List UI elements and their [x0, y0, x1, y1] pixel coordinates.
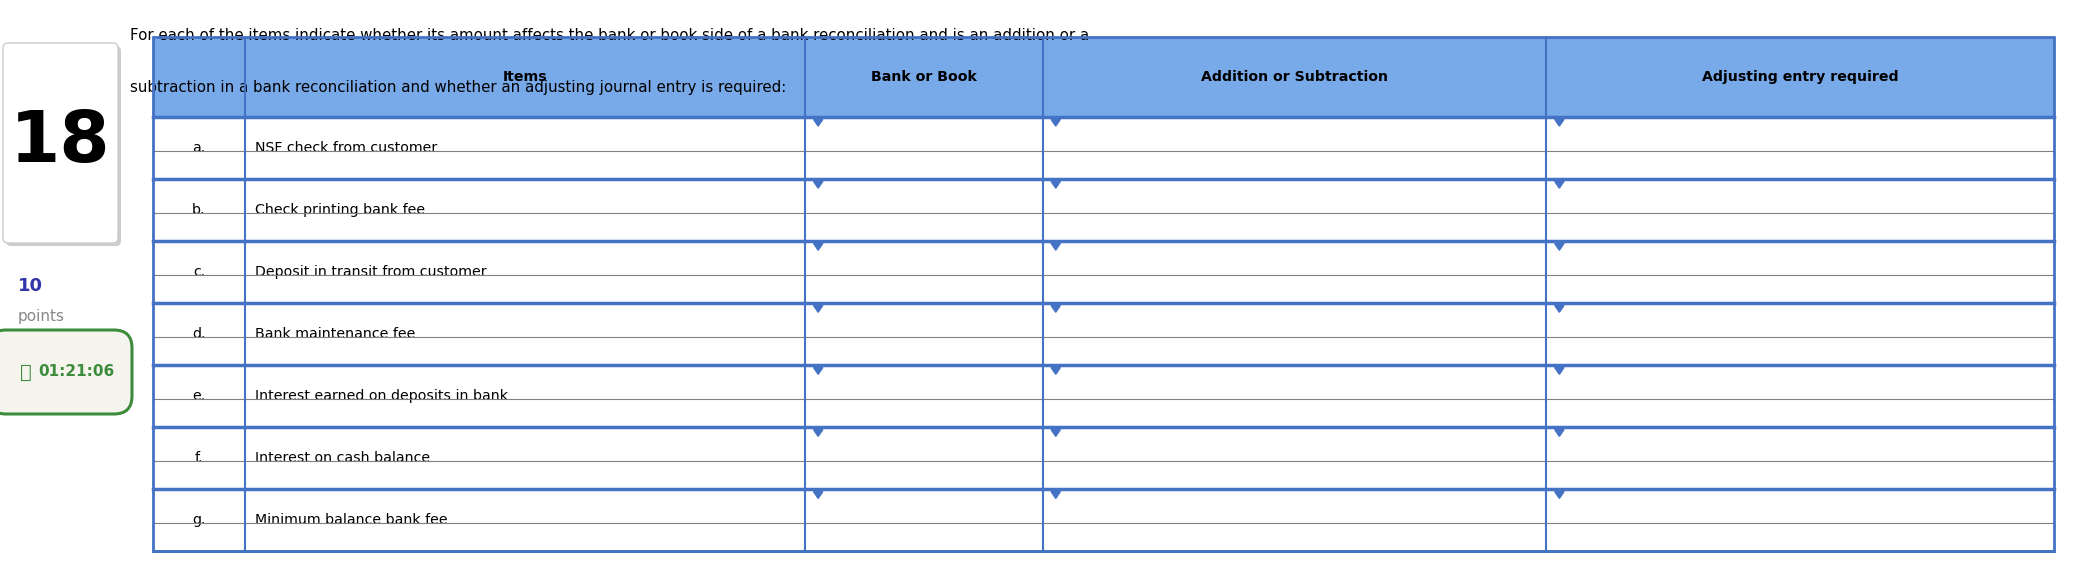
Text: e.: e. — [193, 389, 206, 403]
Text: Interest earned on deposits in bank: Interest earned on deposits in bank — [254, 389, 508, 403]
Polygon shape — [813, 119, 823, 126]
Text: b.: b. — [193, 203, 206, 216]
Text: ⧖: ⧖ — [21, 362, 32, 382]
Polygon shape — [1554, 181, 1564, 188]
Text: NSF check from customer: NSF check from customer — [254, 141, 437, 154]
Polygon shape — [813, 244, 823, 250]
Text: g.: g. — [193, 513, 206, 527]
Polygon shape — [1052, 244, 1060, 250]
Bar — [153, 303, 2054, 365]
Text: 10: 10 — [19, 277, 42, 295]
Text: f.: f. — [195, 451, 204, 465]
Text: subtraction in a bank reconciliation and whether an adjusting journal entry is r: subtraction in a bank reconciliation and… — [130, 80, 785, 95]
Text: Items: Items — [502, 70, 548, 83]
Polygon shape — [813, 367, 823, 374]
FancyBboxPatch shape — [0, 330, 132, 414]
FancyBboxPatch shape — [2, 43, 118, 243]
Polygon shape — [1052, 367, 1060, 374]
Text: points: points — [19, 308, 65, 324]
Polygon shape — [1554, 119, 1564, 126]
Text: Bank maintenance fee: Bank maintenance fee — [254, 327, 416, 341]
Polygon shape — [813, 306, 823, 312]
Text: Deposit in transit from customer: Deposit in transit from customer — [254, 265, 485, 279]
Bar — [153, 489, 2054, 551]
Text: Minimum balance bank fee: Minimum balance bank fee — [254, 513, 447, 527]
Bar — [153, 241, 2054, 303]
Polygon shape — [1554, 492, 1564, 498]
Polygon shape — [1554, 306, 1564, 312]
Text: c.: c. — [193, 265, 206, 279]
Text: Interest on cash balance: Interest on cash balance — [254, 451, 430, 465]
Polygon shape — [1554, 244, 1564, 250]
Text: d.: d. — [193, 327, 206, 341]
Text: Bank or Book: Bank or Book — [872, 70, 977, 83]
Text: Check printing bank fee: Check printing bank fee — [254, 203, 424, 216]
Text: Addition or Subtraction: Addition or Subtraction — [1201, 70, 1388, 83]
Polygon shape — [813, 181, 823, 188]
Text: a.: a. — [193, 141, 206, 154]
FancyBboxPatch shape — [6, 46, 122, 246]
Polygon shape — [1052, 119, 1060, 126]
Polygon shape — [813, 492, 823, 498]
Bar — [153, 179, 2054, 241]
Bar — [153, 365, 2054, 427]
Polygon shape — [1554, 429, 1564, 436]
Polygon shape — [1052, 181, 1060, 188]
Bar — [153, 116, 2054, 179]
Bar — [153, 37, 2054, 116]
Text: For each of the items indicate whether its amount affects the bank or book side : For each of the items indicate whether i… — [130, 28, 1090, 43]
Polygon shape — [1554, 367, 1564, 374]
Text: 01:21:06: 01:21:06 — [38, 365, 113, 379]
Text: 18: 18 — [10, 108, 111, 177]
Polygon shape — [1052, 492, 1060, 498]
Polygon shape — [1052, 306, 1060, 312]
Polygon shape — [1052, 429, 1060, 436]
Bar — [153, 427, 2054, 489]
Text: Adjusting entry required: Adjusting entry required — [1701, 70, 1898, 83]
Polygon shape — [813, 429, 823, 436]
